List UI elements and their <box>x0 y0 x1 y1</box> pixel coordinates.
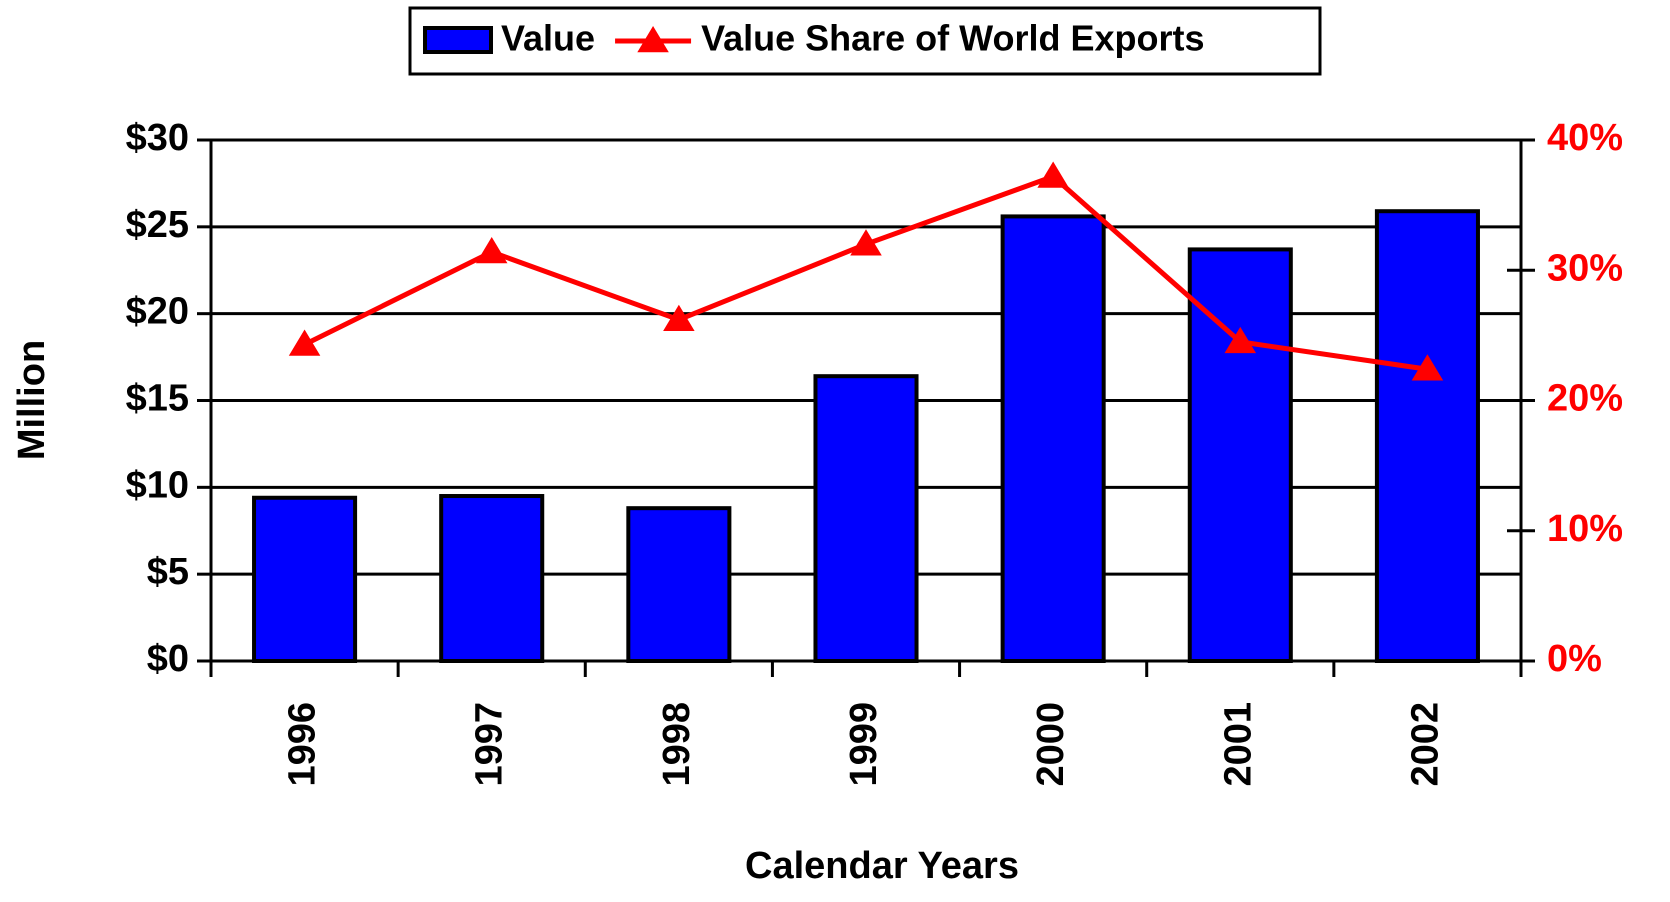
marker <box>850 229 882 256</box>
x-tick-label: 2000 <box>1030 702 1072 787</box>
bar <box>626 506 732 663</box>
y2-tick-label: 10% <box>1547 508 1623 550</box>
x-tick-label: 2002 <box>1404 702 1446 787</box>
bar <box>252 495 358 663</box>
marker <box>1411 354 1444 381</box>
x-tick-label: 1997 <box>469 702 511 787</box>
legend-box <box>408 6 1322 76</box>
marker <box>288 329 321 356</box>
y2-tick-label: 30% <box>1547 247 1623 289</box>
y-tick-label: $25 <box>126 204 189 246</box>
legend-label: Value <box>501 18 595 59</box>
y-tick-label: $20 <box>126 291 189 333</box>
legend-marker <box>637 26 669 53</box>
x-axis-label: Calendar Years <box>745 845 1019 887</box>
bar <box>439 494 545 663</box>
y-tick-label: $5 <box>147 551 189 593</box>
y-tick-label: $30 <box>126 117 189 159</box>
x-tick-label: 1998 <box>656 702 698 787</box>
x-tick-label: 1999 <box>843 702 885 787</box>
y2-tick-label: 0% <box>1547 638 1602 680</box>
marker <box>1224 326 1257 354</box>
bar <box>1374 209 1480 663</box>
marker <box>475 237 508 264</box>
y2-tick-label: 40% <box>1547 117 1623 159</box>
bar <box>1000 214 1106 663</box>
bar <box>1187 247 1293 663</box>
y2-tick-label: 20% <box>1547 378 1623 420</box>
y-tick-label: $0 <box>147 638 189 680</box>
legend-swatch <box>423 26 493 54</box>
legend-label: Value Share of World Exports <box>701 18 1204 59</box>
y-tick-label: $10 <box>126 464 189 506</box>
y-tick-label: $15 <box>126 378 189 420</box>
x-tick-label: 2001 <box>1217 702 1259 787</box>
bar <box>813 374 919 663</box>
marker <box>663 304 695 331</box>
marker <box>1037 161 1069 188</box>
x-tick-label: 1996 <box>282 702 324 787</box>
y-axis-label: Million <box>11 340 53 460</box>
